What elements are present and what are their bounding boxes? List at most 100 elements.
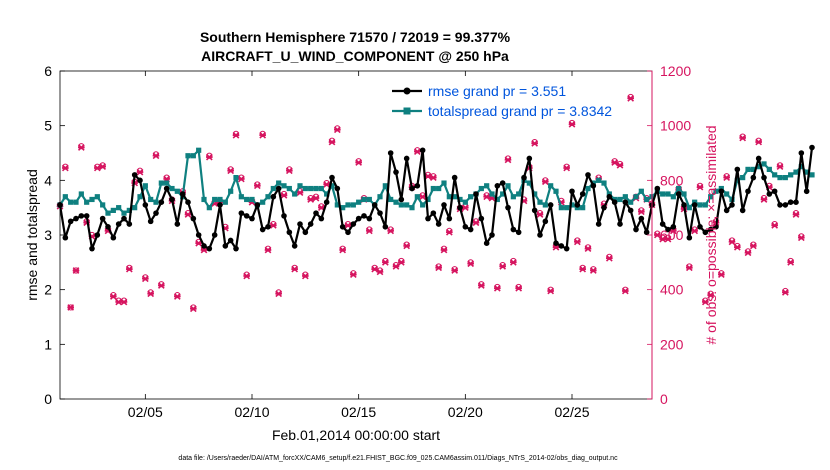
totalspread-point bbox=[297, 183, 303, 189]
rmse-point bbox=[547, 202, 554, 208]
totalspread-point bbox=[772, 172, 778, 178]
obs-possible-point bbox=[563, 163, 570, 170]
totalspread-point bbox=[441, 180, 447, 186]
obs-assimilated-point bbox=[621, 287, 629, 295]
rmse-point bbox=[430, 210, 437, 216]
rmse-point bbox=[291, 243, 298, 249]
totalspread-point bbox=[345, 202, 351, 208]
rmse-point bbox=[675, 191, 682, 197]
obs-assimilated-point bbox=[67, 304, 75, 311]
rmse-point bbox=[361, 213, 367, 219]
totalspread-point bbox=[153, 199, 159, 205]
rmse-point bbox=[393, 169, 399, 175]
y-right-tick-label: 0 bbox=[660, 391, 668, 407]
obs-assimilated-point bbox=[77, 144, 85, 151]
obs-assimilated-point bbox=[627, 94, 635, 102]
rmse-point bbox=[707, 226, 714, 233]
obs-assimilated-point bbox=[93, 164, 101, 172]
rmse-point bbox=[659, 221, 666, 227]
obs-assimilated-point bbox=[285, 167, 293, 175]
totalspread-point bbox=[281, 183, 287, 189]
y-right-tick-label: 1000 bbox=[660, 118, 691, 134]
obs-assimilated-point bbox=[792, 211, 800, 218]
obs-assimilated-point bbox=[312, 194, 320, 202]
obs-possible-point bbox=[579, 264, 586, 271]
obs-possible-point bbox=[590, 266, 597, 273]
obs-possible-point bbox=[707, 290, 714, 297]
rmse-point bbox=[281, 213, 287, 219]
obs-possible-point bbox=[467, 259, 474, 266]
obs-assimilated-point bbox=[755, 138, 763, 146]
obs-assimilated-point bbox=[776, 163, 784, 171]
rmse-point bbox=[446, 215, 453, 222]
rmse-point bbox=[803, 188, 810, 195]
obs-possible-point bbox=[232, 130, 240, 137]
rmse-point bbox=[227, 237, 234, 244]
obs-assimilated-point bbox=[371, 265, 379, 273]
rmse-point bbox=[670, 224, 677, 230]
totalspread-point bbox=[356, 199, 362, 205]
obs-possible-point bbox=[451, 266, 458, 273]
obs-possible-point bbox=[702, 297, 709, 304]
rmse-point bbox=[126, 221, 133, 227]
totalspread-point bbox=[206, 205, 212, 211]
totalspread-point bbox=[601, 180, 607, 186]
y-left-tick-label: 5 bbox=[44, 118, 52, 134]
rmse-point bbox=[89, 245, 95, 252]
plot-area bbox=[60, 71, 652, 399]
totalspread-point bbox=[105, 210, 111, 216]
totalspread-point bbox=[185, 153, 191, 159]
y-axis-right-ticks: 0 200 400 600 800 1000 1200 bbox=[647, 63, 691, 407]
totalspread-point bbox=[78, 191, 84, 197]
obs-assimilated-point bbox=[451, 267, 459, 274]
rmse-point bbox=[355, 215, 362, 222]
obs-possible-point bbox=[62, 163, 69, 170]
totalspread-point bbox=[532, 191, 538, 197]
obs-possible-point bbox=[334, 125, 341, 132]
totalspread-point bbox=[644, 196, 650, 203]
rmse-line bbox=[58, 147, 814, 250]
obs-assimilated-point bbox=[147, 290, 155, 298]
totalspread-point bbox=[404, 202, 410, 208]
obs-possible-point bbox=[654, 230, 661, 237]
obs-assimilated-point bbox=[584, 245, 592, 253]
totalspread-point bbox=[260, 199, 266, 205]
y-left-tick-label: 2 bbox=[44, 282, 52, 298]
rmse-point bbox=[755, 155, 762, 162]
obs-assimilated-point bbox=[296, 189, 304, 196]
rmse-point bbox=[798, 150, 805, 156]
obs-assimilated-point bbox=[424, 172, 432, 180]
obs-assimilated-point bbox=[99, 163, 107, 171]
obs-assimilated-point bbox=[787, 258, 795, 266]
obs-assimilated-point bbox=[515, 284, 523, 292]
totalspread-point bbox=[708, 194, 714, 200]
y-left-tick-label: 4 bbox=[44, 172, 52, 188]
obs-possible-point bbox=[782, 287, 789, 295]
obs-assimilated-point bbox=[109, 293, 117, 300]
obs-possible-point bbox=[568, 119, 576, 127]
obs-possible-point bbox=[531, 138, 538, 146]
obs-possible-point bbox=[622, 286, 629, 293]
totalspread-point bbox=[318, 185, 324, 192]
rmse-point bbox=[441, 202, 447, 208]
totalspread-point bbox=[68, 199, 74, 205]
rmse-point bbox=[489, 232, 495, 238]
obs-assimilated-point bbox=[733, 243, 741, 251]
rmse-point bbox=[595, 221, 602, 227]
obs-possible-point bbox=[638, 207, 645, 214]
rmse-point bbox=[638, 215, 645, 222]
obs-possible-point bbox=[110, 292, 117, 299]
obs-assimilated-point bbox=[728, 238, 736, 246]
obs-possible-point bbox=[174, 292, 181, 299]
rmse-point bbox=[473, 191, 479, 197]
obs-assimilated-point bbox=[509, 258, 517, 266]
rmse-point bbox=[115, 221, 122, 227]
totalspread-point bbox=[510, 194, 516, 200]
obs-possible-point bbox=[611, 158, 618, 165]
totalspread-point bbox=[596, 177, 602, 183]
obs-possible-point bbox=[328, 137, 336, 144]
footer-data-file: data file: /Users/raeder/DAI/ATM_forcXX/… bbox=[178, 455, 618, 462]
totalspread-point bbox=[420, 202, 426, 208]
obs-possible-point bbox=[366, 226, 373, 233]
obs-possible-point bbox=[120, 297, 128, 304]
